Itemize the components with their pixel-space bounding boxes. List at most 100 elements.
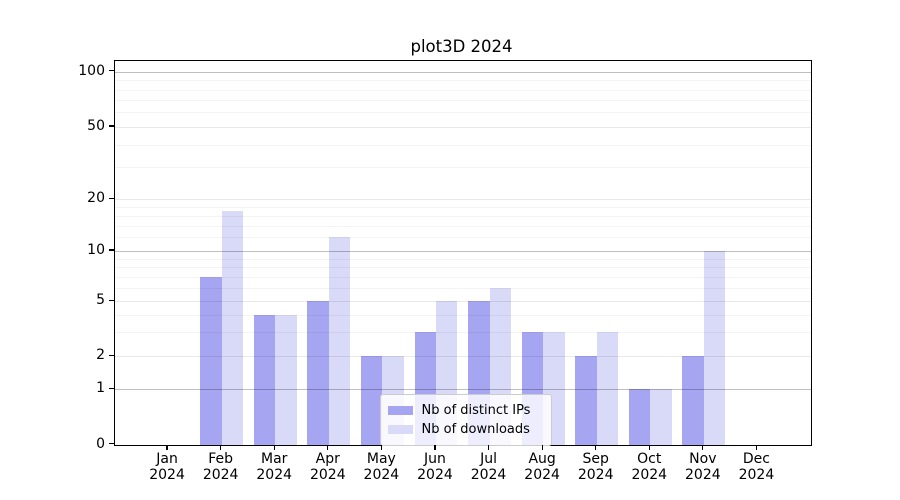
- x-tick-line: 2024: [309, 467, 346, 483]
- bar-feb-ips: [200, 276, 222, 445]
- y-tick-label: 50: [87, 118, 105, 134]
- x-tick-mark: [487, 445, 490, 450]
- gridline-minor: [114, 100, 811, 102]
- x-tick-line: 2024: [738, 467, 775, 483]
- x-tick-mark: [541, 445, 543, 450]
- x-tick-line: 2024: [149, 467, 185, 483]
- gridline-minor: [114, 144, 811, 146]
- x-tick-line: 2024: [524, 467, 560, 483]
- y-tick-label: 5: [96, 292, 105, 309]
- y-tick-mark: [109, 70, 114, 72]
- gridline-minor: [114, 80, 811, 82]
- x-tick-line: Jun: [424, 451, 446, 467]
- bar-sep-ips: [575, 356, 597, 445]
- x-tick-line: Oct: [637, 451, 662, 467]
- grid-layer: [114, 61, 811, 445]
- x-tick-label-apr: Apr 2024: [298, 451, 358, 483]
- y-tick-mark: [109, 354, 114, 356]
- y-tick-mark: [109, 197, 114, 199]
- gridline-minor: [114, 314, 811, 316]
- x-tick-line: 2024: [202, 467, 239, 483]
- legend: Nb of distinct IPs Nb of downloads: [379, 394, 552, 446]
- gridline-10: [114, 250, 811, 252]
- legend-label: Nb of downloads: [421, 422, 530, 437]
- x-tick-label-jun: Jun 2024: [405, 451, 465, 483]
- bar-mar-downloads: [275, 314, 297, 445]
- x-tick-mark: [220, 445, 222, 450]
- gridline-1: [114, 389, 811, 391]
- x-tick-mark: [434, 445, 436, 450]
- y-tick-label: 0: [96, 435, 105, 452]
- x-tick-mark: [702, 445, 704, 450]
- x-tick-label-may: May 2024: [351, 451, 411, 483]
- bar-feb-downloads: [221, 211, 244, 445]
- y-tick-mark: [109, 299, 114, 301]
- gridline-50: [114, 127, 811, 128]
- x-tick-label-aug: Aug 2024: [512, 451, 572, 483]
- gridline-minor: [114, 89, 811, 91]
- bar-sep-downloads: [596, 331, 619, 445]
- x-tick-label-oct: Oct 2024: [619, 451, 679, 483]
- gridline-minor: [114, 267, 811, 269]
- bar-oct-ips: [628, 389, 651, 445]
- gridline-minor: [114, 225, 811, 227]
- x-tick-line: 2024: [577, 467, 614, 483]
- x-tick-line: Feb: [208, 451, 234, 467]
- chart-title: plot3D 2024: [410, 37, 513, 56]
- bar-apr-ips: [307, 301, 329, 445]
- x-tick-line: 2024: [363, 467, 400, 483]
- legend-swatch-icon: [387, 406, 413, 415]
- bar-nov-downloads: [703, 250, 726, 445]
- x-tick-line: 2024: [470, 467, 507, 483]
- gridline-minor: [114, 237, 811, 239]
- y-tick-mark: [109, 125, 114, 127]
- x-tick-line: Jul: [480, 451, 497, 467]
- x-tick-mark: [755, 445, 757, 450]
- x-tick-line: Sep: [582, 451, 609, 467]
- gridline-minor: [114, 331, 811, 333]
- x-tick-label-sep: Sep 2024: [566, 451, 626, 483]
- y-tick-mark: [109, 443, 114, 445]
- x-tick-label-feb: Feb 2024: [191, 451, 251, 483]
- y-tick-label: 20: [87, 190, 105, 207]
- x-tick-line: Mar: [261, 451, 288, 467]
- bar-oct-downloads: [650, 389, 672, 445]
- y-tick-label: 2: [96, 347, 105, 364]
- x-tick-label-nov: Nov 2024: [673, 451, 733, 483]
- gridline-minor: [114, 276, 811, 278]
- y-tick-label: 1: [96, 380, 105, 397]
- x-tick-line: 2024: [631, 467, 668, 483]
- x-tick-line: Aug: [528, 451, 556, 467]
- x-tick-mark: [273, 445, 275, 450]
- gridline-minor: [114, 258, 811, 260]
- y-tick-label: 100: [78, 62, 105, 79]
- legend-label: Nb of distinct IPs: [421, 403, 531, 418]
- gridline-minor: [114, 167, 811, 169]
- x-tick-label-dec: Dec 2024: [726, 451, 786, 483]
- gridline-100: [114, 71, 811, 73]
- x-tick-line: 2024: [417, 467, 453, 483]
- gridline-minor: [114, 207, 811, 209]
- bar-mar-ips: [253, 314, 276, 445]
- gridline-20: [114, 199, 811, 201]
- plot-area: Nb of distinct IPs Nb of downloads: [113, 60, 812, 446]
- gridline-5: [114, 301, 811, 303]
- x-tick-line: Dec: [742, 451, 770, 467]
- x-tick-mark: [327, 445, 329, 450]
- legend-swatch-icon: [387, 425, 413, 434]
- x-tick-line: May: [366, 451, 396, 467]
- x-tick-line: Nov: [689, 451, 717, 467]
- gridline-minor: [114, 215, 811, 217]
- legend-row: Nb of distinct IPs: [387, 401, 543, 420]
- gridline-minor: [114, 288, 811, 290]
- x-tick-label-jul: Jul 2024: [459, 451, 519, 483]
- x-tick-mark: [595, 445, 597, 450]
- x-tick-line: 2024: [685, 467, 721, 483]
- x-tick-line: 2024: [256, 467, 293, 483]
- x-tick-label-jan: Jan 2024: [137, 451, 197, 483]
- bar-may-ips: [360, 356, 383, 445]
- gridline-minor: [114, 112, 811, 114]
- x-tick-mark: [166, 445, 168, 450]
- bar-nov-ips: [682, 356, 704, 445]
